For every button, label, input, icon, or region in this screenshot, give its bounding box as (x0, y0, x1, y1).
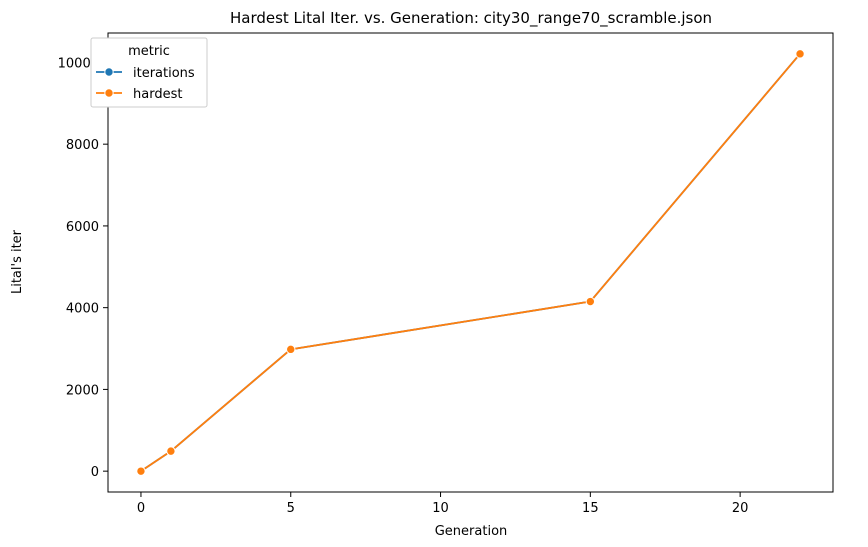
data-point-hardest (166, 446, 176, 456)
x-axis-ticks: 0 5 10 15 20 (137, 492, 749, 516)
axes-frame (107, 32, 834, 493)
x-tick-label: 5 (287, 501, 295, 516)
data-point-hardest (795, 49, 805, 59)
x-axis-label: Generation (435, 524, 508, 539)
y-tick-label: 2000 (66, 383, 99, 398)
x-tick-label: 0 (137, 501, 145, 516)
series-layer (136, 49, 805, 476)
y-axis-ticks: 0 2000 4000 6000 8000 10000 (58, 56, 108, 480)
plot-area: 0 5 10 15 20 0 2000 4000 6000 8000 10000 (58, 32, 834, 516)
data-point-hardest (585, 296, 596, 307)
legend-title: metric (128, 44, 170, 59)
y-tick-label: 4000 (66, 302, 99, 317)
legend-label-hardest: hardest (133, 87, 182, 102)
x-tick-label: 20 (732, 501, 749, 516)
data-point-hardest (286, 344, 296, 355)
legend: metric iterations hardest (90, 37, 208, 108)
chart-title: Hardest Lital Iter. vs. Generation: city… (230, 9, 712, 28)
y-tick-label: 10000 (58, 56, 99, 71)
y-axis-label: Lital's iter (10, 229, 25, 294)
legend-frame (90, 37, 208, 108)
legend-marker-iterations (104, 67, 114, 77)
y-tick-label: 0 (91, 465, 99, 480)
x-tick-label: 10 (432, 501, 449, 516)
legend-marker-hardest (104, 88, 114, 98)
data-point-hardest (136, 466, 146, 476)
legend-items: iterations hardest (96, 66, 195, 102)
y-tick-label: 6000 (66, 220, 99, 235)
y-tick-label: 8000 (66, 138, 99, 153)
x-tick-label: 15 (582, 501, 599, 516)
legend-label-iterations: iterations (133, 66, 195, 81)
